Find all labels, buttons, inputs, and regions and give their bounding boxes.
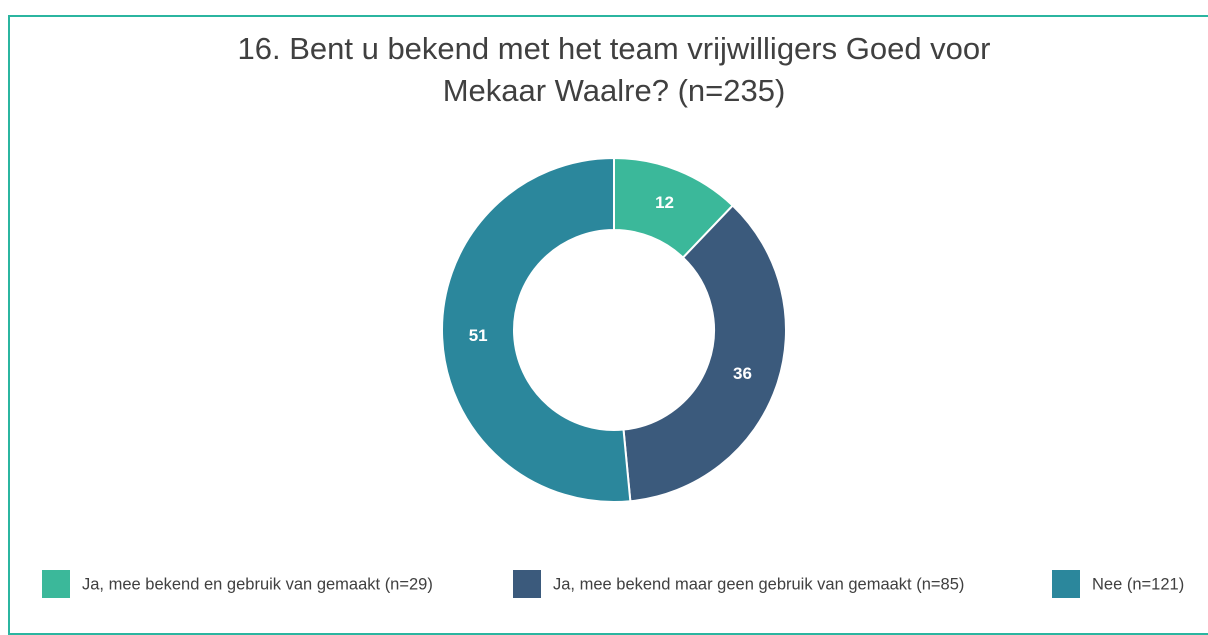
page: 16. Bent u bekend met het team vrijwilli… (8, 15, 1208, 635)
data-label: 12 (655, 193, 674, 212)
legend-label: Ja, mee bekend en gebruik van gemaakt (n… (82, 575, 433, 593)
legend-label: Ja, mee bekend maar geen gebruik van gem… (553, 575, 964, 593)
donut-slice (441, 156, 632, 503)
chart-title: 16. Bent u bekend met het team vrijwilli… (237, 31, 991, 108)
legend-swatch (513, 570, 541, 598)
legend-label: Nee (n=121) (1092, 575, 1184, 593)
chart: 12 36 51 Ja, mee bekend en gebruik van gema… (42, 156, 1184, 598)
donut-slice (622, 204, 787, 503)
legend-swatch (1052, 570, 1080, 598)
legend-swatch (42, 570, 70, 598)
data-label: 51 (469, 326, 488, 345)
data-label: 36 (733, 364, 752, 383)
